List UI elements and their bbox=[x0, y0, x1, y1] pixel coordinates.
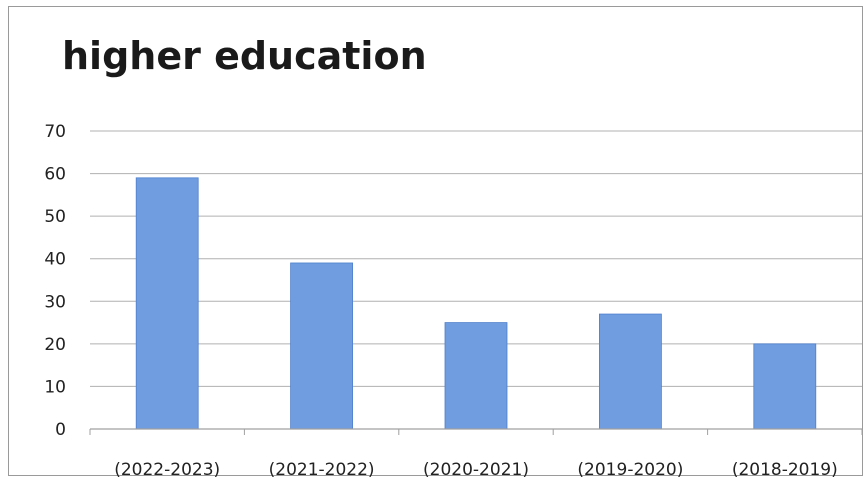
x-category-label-2022-2023: (2022-2023) bbox=[114, 460, 220, 480]
y-tick-label-40: 40 bbox=[44, 250, 66, 270]
y-axis-tick-labels: 0 10 20 30 40 50 60 70 bbox=[44, 122, 66, 440]
bar-2019-2020 bbox=[599, 314, 661, 429]
x-category-label-2020-2021: (2020-2021) bbox=[423, 460, 529, 480]
x-category-label-2018-2019: (2018-2019) bbox=[732, 460, 838, 480]
y-tick-label-60: 60 bbox=[44, 165, 66, 185]
y-tick-label-50: 50 bbox=[44, 207, 66, 227]
y-tick-label-10: 10 bbox=[44, 377, 66, 397]
bar-2020-2021 bbox=[445, 323, 507, 429]
bar-2021-2022 bbox=[291, 263, 353, 429]
y-tick-label-70: 70 bbox=[44, 122, 66, 142]
x-category-label-2019-2020: (2019-2020) bbox=[577, 460, 683, 480]
y-tick-label-30: 30 bbox=[44, 292, 66, 312]
y-tick-label-0: 0 bbox=[55, 420, 66, 440]
bar-2022-2023 bbox=[136, 178, 198, 429]
y-tick-label-20: 20 bbox=[44, 335, 66, 355]
bars bbox=[136, 178, 816, 429]
x-axis-category-labels: (2022-2023) (2021-2022) (2020-2021) (2019-2… bbox=[114, 460, 838, 480]
x-category-label-2021-2022: (2021-2022) bbox=[269, 460, 375, 480]
x-axis bbox=[90, 429, 862, 435]
bar-2018-2019 bbox=[754, 344, 816, 429]
